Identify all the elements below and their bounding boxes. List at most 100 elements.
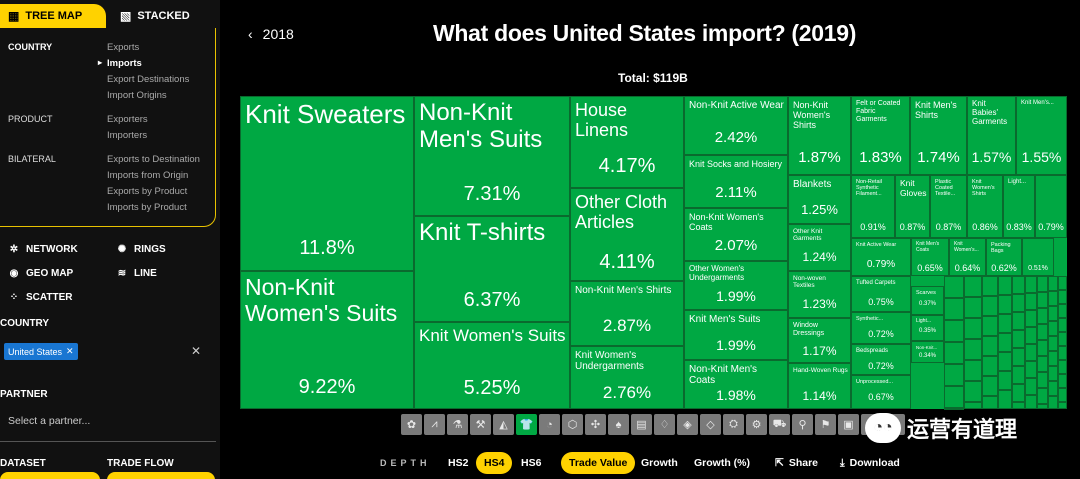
treemap-cell-small[interactable] <box>944 298 964 320</box>
treemap-cell[interactable]: Non-Knit Women's Shirts 1.87% <box>788 96 851 175</box>
treemap-cell[interactable]: Plastic Coated Textile... 0.87% <box>930 175 967 238</box>
treemap-cell[interactable]: Scarves 0.37% <box>911 286 944 315</box>
dataset-select[interactable] <box>0 472 100 479</box>
treemap-cell-small[interactable] <box>982 276 998 296</box>
treemap-cell-small[interactable] <box>1012 402 1025 409</box>
treemap-cell-small[interactable] <box>964 402 982 409</box>
paper-goods-icon[interactable]: ▤ <box>631 414 652 435</box>
treemap-cell[interactable]: Hand-Woven Rugs 1.14% <box>788 363 851 409</box>
treemap-cell-small[interactable] <box>982 376 998 396</box>
treemap-cell-small[interactable] <box>1037 276 1048 292</box>
treemap-cell-small[interactable] <box>998 295 1012 314</box>
treemap-cell-small[interactable] <box>1048 306 1058 321</box>
treemap-cell[interactable]: Knit Men's Shirts 1.74% <box>910 96 967 175</box>
transportation-icon[interactable]: ⛟ <box>769 414 790 435</box>
treemap-cell[interactable]: Knit Active Wear 0.79% <box>851 238 911 276</box>
treemap-cell-small[interactable] <box>998 314 1012 333</box>
treemap-cell[interactable]: Non-woven Textiles 1.23% <box>788 271 851 318</box>
treemap-cell-small[interactable] <box>998 371 1012 390</box>
weapons-icon[interactable]: ⚑ <box>815 414 836 435</box>
treemap-cell-small[interactable] <box>944 386 964 408</box>
menu-exporters[interactable]: Exporters <box>107 114 148 125</box>
treemap-cell[interactable]: Non-Knit Men's Coats 1.98% <box>684 360 788 409</box>
treemap-cell[interactable]: Non-Knit Men's Shirts 2.87% <box>570 281 684 346</box>
treemap-cell[interactable]: Knit Gloves 0.87% <box>895 175 930 238</box>
treemap-cell[interactable]: House Linens 4.17% <box>570 96 684 188</box>
menu-exports-to-destination[interactable]: Exports to Destination <box>107 154 200 165</box>
animal-hides-icon[interactable]: ✣ <box>585 414 606 435</box>
treemap-cell-small[interactable] <box>1037 340 1048 356</box>
chemical-products-icon[interactable]: ◔ <box>539 414 560 435</box>
growth-percent-button[interactable]: Growth (%) <box>694 457 750 469</box>
menu-exports-by-product[interactable]: Exports by Product <box>107 186 188 197</box>
treemap-cell[interactable]: Packing Bags 0.62% <box>986 238 1022 276</box>
precious-metals-icon[interactable]: ◇ <box>700 414 721 435</box>
treemap-cell-small[interactable] <box>1025 378 1037 395</box>
textiles-icon[interactable]: 👕 <box>516 414 537 435</box>
treemap-cell-small[interactable] <box>1012 294 1025 312</box>
treemap-cell[interactable]: Non-Knit Men's Suits 7.31% <box>414 96 570 216</box>
treemap-cell[interactable]: Bedspreads 0.72% <box>851 344 911 375</box>
hs2-button[interactable]: HS2 <box>448 457 469 469</box>
metals-icon[interactable]: ⛭ <box>723 414 744 435</box>
treemap-cell-small[interactable] <box>944 342 964 364</box>
partner-select[interactable]: Select a partner... <box>0 408 216 442</box>
network-button[interactable]: ✲ NETWORK <box>8 244 78 255</box>
instruments-icon[interactable]: ⚲ <box>792 414 813 435</box>
treemap-cell-small[interactable] <box>1058 332 1067 346</box>
menu-import-origins[interactable]: Import Origins <box>107 90 167 101</box>
country-chip[interactable]: United States ✕ <box>4 343 78 360</box>
trade-flow-select[interactable] <box>107 472 215 479</box>
download-button[interactable]: ⤓ Download <box>840 452 900 474</box>
treemap-cell-small[interactable] <box>1037 372 1048 388</box>
treemap-cell[interactable]: Other Cloth Articles 4.11% <box>570 188 684 281</box>
treemap-cell-small[interactable] <box>1058 318 1067 332</box>
treemap-cell[interactable]: Knit Babies' Garments 1.57% <box>967 96 1016 175</box>
treemap-cell-small[interactable] <box>1025 293 1037 310</box>
treemap-cell-small[interactable] <box>1048 321 1058 336</box>
treemap-cell-small[interactable] <box>944 276 964 298</box>
treemap-cell-small[interactable] <box>1048 351 1058 366</box>
tab-stacked[interactable]: ▧ STACKED <box>112 4 218 28</box>
treemap-cell[interactable]: Other Knit Garments 1.24% <box>788 224 851 271</box>
treemap-cell-small[interactable] <box>982 356 998 376</box>
trade-value-button[interactable]: Trade Value <box>561 452 636 474</box>
treemap-cell-small[interactable] <box>1012 366 1025 384</box>
treemap-cell-small[interactable] <box>1048 366 1058 381</box>
treemap-cell[interactable]: Non-Knit Active Wear 2.42% <box>684 96 788 155</box>
share-button[interactable]: ⇱ Share <box>775 452 818 474</box>
treemap-cell-small[interactable] <box>944 408 964 410</box>
treemap-cell[interactable]: 0.51% <box>1022 238 1054 276</box>
treemap-cell[interactable]: Knit Sweaters 11.8% <box>240 96 414 271</box>
treemap-cell-small[interactable] <box>1025 361 1037 378</box>
previous-year-button[interactable]: ‹ 2018 <box>248 26 294 42</box>
treemap-cell-small[interactable] <box>998 276 1012 295</box>
treemap-cell[interactable]: Window Dressings 1.17% <box>788 318 851 363</box>
miscellaneous-icon[interactable]: ▣ <box>838 414 859 435</box>
treemap-cell-small[interactable] <box>998 333 1012 352</box>
treemap-cell-small[interactable] <box>1058 304 1067 318</box>
treemap-cell[interactable]: Non-Retail Synthetic Filament... 0.91% <box>851 175 895 238</box>
hs6-button[interactable]: HS6 <box>521 457 542 469</box>
treemap-cell-small[interactable] <box>1048 396 1058 409</box>
foodstuffs-icon[interactable]: ⚒ <box>470 414 491 435</box>
treemap-cell-small[interactable] <box>1012 384 1025 402</box>
growth-button[interactable]: Growth <box>641 457 678 469</box>
menu-imports[interactable]: Imports <box>98 58 142 69</box>
treemap-cell[interactable]: Synthetic... 0.72% <box>851 312 911 344</box>
treemap-cell[interactable]: Light... 0.35% <box>911 315 944 341</box>
treemap-cell-small[interactable] <box>964 381 982 402</box>
treemap-cell-small[interactable] <box>982 296 998 316</box>
treemap-cell-small[interactable] <box>964 276 982 297</box>
rings-button[interactable]: ✺ RINGS <box>116 244 166 255</box>
treemap-cell[interactable]: Light... 0.83% <box>1003 175 1035 238</box>
stone-glass-icon[interactable]: ◈ <box>677 414 698 435</box>
line-button[interactable]: ≋ LINE <box>116 268 157 279</box>
treemap-cell-small[interactable] <box>1058 346 1067 360</box>
wood-products-icon[interactable]: ♠ <box>608 414 629 435</box>
treemap-cell-small[interactable] <box>1012 348 1025 366</box>
treemap-cell-small[interactable] <box>1025 395 1037 409</box>
menu-imports-by-product[interactable]: Imports by Product <box>107 202 187 213</box>
treemap-cell[interactable]: Knit Men's Suits 1.99% <box>684 310 788 360</box>
treemap-cell-small[interactable] <box>944 320 964 342</box>
